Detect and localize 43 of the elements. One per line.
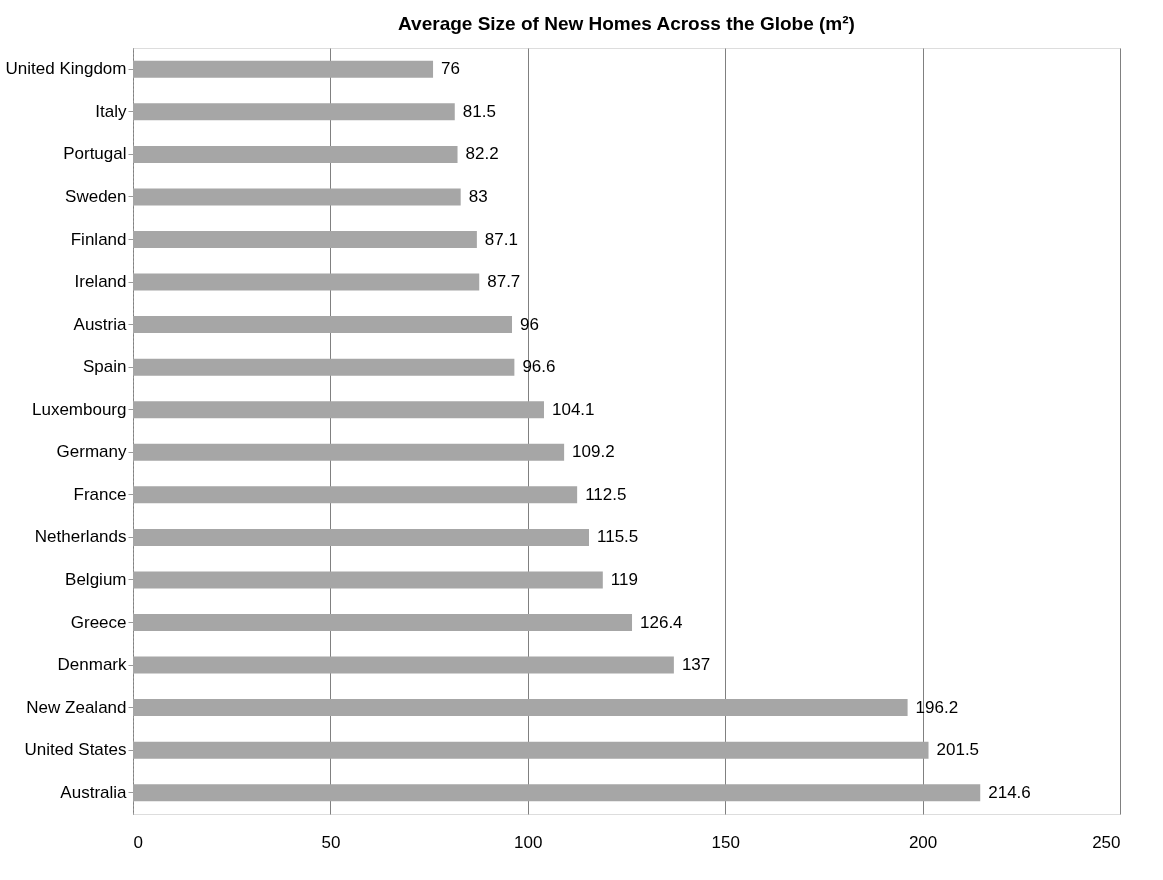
y-tick-label: United Kingdom	[5, 59, 127, 79]
data-label: 119	[610, 569, 638, 589]
y-tick-label: Italy	[95, 101, 127, 121]
chart-title: Average Size of New Homes Across the Globe (m²)	[398, 13, 855, 34]
data-label: 214.6	[988, 782, 1031, 802]
x-tick-label: 0	[133, 832, 143, 852]
data-label: 96.6	[522, 357, 556, 377]
data-label: 87.1	[484, 229, 518, 249]
data-label: 83	[468, 186, 488, 206]
data-label: 76	[441, 59, 460, 79]
data-label: 201.5	[936, 740, 980, 760]
y-tick-label: New Zealand	[26, 697, 127, 717]
y-tick-label: France	[73, 484, 127, 504]
y-tick-label: Finland	[70, 229, 127, 249]
y-tick-label: Austria	[73, 314, 128, 334]
data-label: 196.2	[915, 697, 959, 717]
y-tick-label: Portugal	[63, 144, 127, 164]
y-tick-label: Spain	[83, 357, 127, 377]
y-tick-label: Germany	[56, 442, 127, 462]
data-label: 96	[520, 314, 539, 334]
data-label: 109.2	[572, 442, 615, 462]
data-label: 104.1	[551, 399, 595, 419]
y-tick-label: United States	[24, 740, 127, 760]
y-tick-label: Greece	[70, 612, 127, 632]
x-tick-label: 150	[711, 832, 740, 852]
y-tick-label: Sweden	[65, 186, 127, 206]
data-label: 137	[681, 655, 711, 675]
data-label: 87.7	[487, 272, 521, 292]
data-label: 126.4	[640, 612, 683, 632]
x-tick-label: 200	[908, 832, 938, 852]
y-tick-label: Netherlands	[34, 527, 127, 547]
data-label: 115.5	[596, 527, 639, 547]
x-tick-label: 250	[1092, 832, 1121, 852]
data-label: 112.5	[585, 484, 627, 504]
data-label: 82.2	[465, 144, 499, 164]
x-tick-label: 100	[514, 832, 543, 852]
data-label: 81.5	[462, 101, 496, 121]
y-tick-label: Denmark	[57, 655, 127, 675]
y-tick-label: Belgium	[65, 569, 127, 589]
x-tick-label: 50	[321, 832, 341, 852]
y-tick-label: Ireland	[74, 272, 127, 292]
y-tick-label: Luxembourg	[31, 399, 127, 419]
y-tick-label: Australia	[60, 782, 128, 802]
